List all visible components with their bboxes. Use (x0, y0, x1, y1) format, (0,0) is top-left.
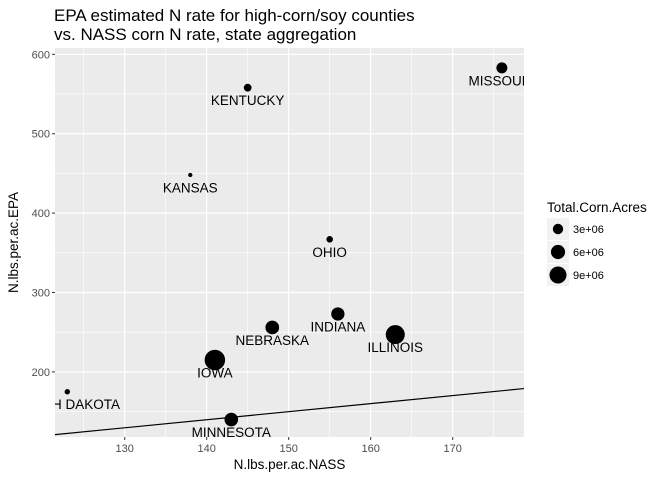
data-point (496, 62, 508, 74)
y-tick-label: 400 (32, 208, 50, 220)
reference-line (55, 387, 524, 436)
point-label: NEBRASKA (236, 333, 310, 348)
y-tick-label: 200 (32, 367, 50, 379)
grid-lines (55, 48, 524, 437)
point-label: IOWA (197, 365, 233, 380)
data-point (224, 412, 239, 427)
x-axis-ticks: 130 140 150 160 170 (116, 437, 462, 455)
point-label: ILLINOIS (368, 340, 424, 355)
legend-entry-label: 9e+06 (573, 270, 604, 282)
chart-title-line-1: EPA estimated N rate for high-corn/soy c… (54, 6, 415, 25)
x-tick-label: 150 (280, 443, 298, 455)
point-label: MISSOURI (468, 73, 535, 88)
point-label: KANSAS (163, 181, 218, 196)
legend-symbol (552, 223, 564, 235)
point-label: OHIO (312, 245, 347, 260)
data-point (243, 83, 252, 92)
legend-entry-label: 3e+06 (573, 224, 604, 236)
y-axis-ticks: 200 300 400 500 600 (32, 49, 55, 379)
data-point (265, 320, 280, 335)
legend-symbol (549, 266, 567, 284)
data-point (326, 236, 333, 243)
point-labels: MISSOURI KENTUCKY KANSAS OHIO INDIANAILLINOI… (15, 73, 535, 440)
x-tick-label: 140 (198, 443, 216, 455)
x-tick-label: 160 (361, 443, 379, 455)
data-point (188, 172, 193, 178)
data-point (64, 389, 71, 395)
data-point (204, 349, 226, 371)
data-point (331, 307, 345, 321)
x-tick-label: 130 (116, 443, 134, 455)
y-tick-label: 600 (32, 49, 50, 61)
chart-title-line-2: vs. NASS corn N rate, state aggregation (54, 25, 356, 44)
y-tick-label: 500 (32, 129, 50, 141)
legend-entry-label: 6e+06 (573, 247, 604, 259)
y-tick-label: 300 (32, 288, 50, 300)
legend: Total.Corn.Acres 3e+06 6e+06 9e+06 (547, 200, 647, 286)
plot-panel (55, 48, 524, 437)
point-label: KENTUCKY (211, 93, 285, 108)
data-points (64, 62, 508, 427)
point-label: SOUTH DAKOTA (15, 397, 121, 412)
x-axis-title: N.lbs.per.ac.NASS (234, 457, 346, 472)
y-axis-title: N.lbs.per.ac.EPA (6, 192, 21, 293)
data-point (385, 325, 405, 345)
x-tick-label: 170 (443, 443, 461, 455)
legend-title: Total.Corn.Acres (547, 200, 647, 215)
legend-symbol (550, 244, 566, 260)
point-label: INDIANA (310, 319, 365, 334)
point-label: MINNESOTA (192, 425, 271, 440)
fit-line (55, 387, 524, 436)
